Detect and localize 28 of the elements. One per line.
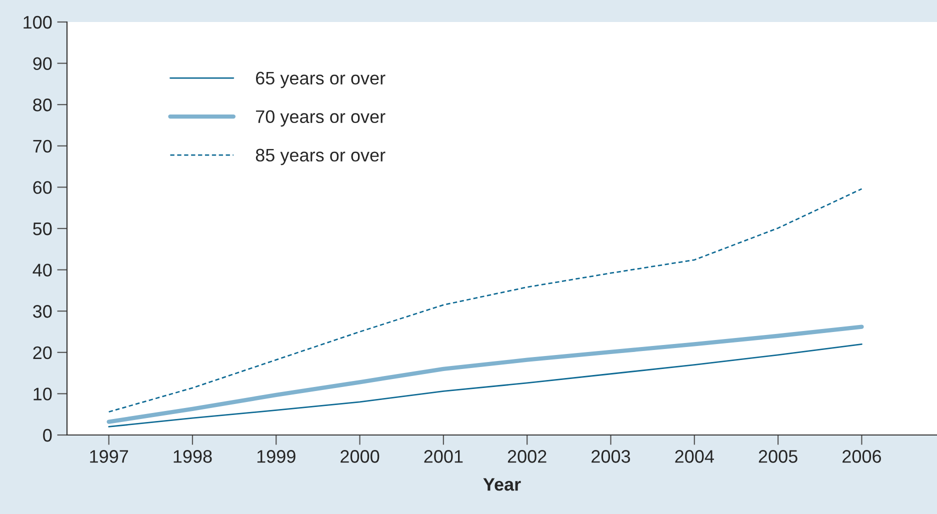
line-series: [108, 188, 862, 413]
x-tick-label: 2002: [508, 450, 546, 463]
line-series: [106, 324, 864, 424]
legend-label: 70 years or over: [256, 110, 386, 127]
y-tick-label: 20: [33, 346, 52, 360]
y-tick-label: 90: [33, 57, 52, 70]
x-tick-label: 2006: [842, 450, 882, 463]
y-tick-label: 50: [33, 222, 52, 236]
y-tick-label: 70: [33, 140, 52, 153]
y-tick-label: 40: [32, 264, 52, 277]
y-tick-label: 80: [33, 98, 52, 112]
y-tick-label: 30: [33, 305, 52, 318]
legend-label: 65 years or over: [256, 72, 386, 88]
x-tick-label: 1999: [257, 450, 296, 463]
x-tick-label: 2004: [675, 450, 714, 463]
x-tick-label: 2001: [424, 450, 463, 463]
x-tick-label: 2000: [340, 450, 380, 463]
x-tick-label: 2005: [758, 450, 798, 463]
x-tick-label: 1997: [90, 450, 128, 463]
legend-label: 85 years or over: [256, 148, 386, 166]
y-tick-label: 60: [33, 181, 52, 194]
y-tick-label: 0: [43, 428, 52, 442]
y-tick-label: 100: [24, 16, 52, 29]
x-tick-label: 2003: [592, 450, 630, 463]
y-tick-label: 10: [34, 388, 52, 400]
line-series: [108, 343, 862, 428]
x-tick-label: 1998: [174, 450, 212, 463]
x-axis-title: Year: [483, 478, 521, 491]
